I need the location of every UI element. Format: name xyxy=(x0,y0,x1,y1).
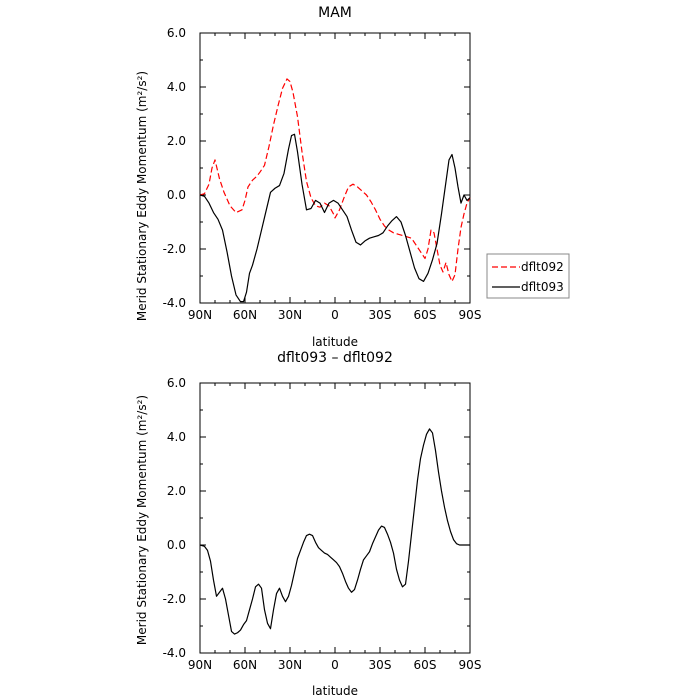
bottom-x-tick-label: 90S xyxy=(459,658,482,672)
top-y-tick-label: -2.0 xyxy=(163,242,186,256)
bottom-y-tick-label: 4.0 xyxy=(167,430,186,444)
top-x-tick-label: 0 xyxy=(331,308,339,322)
bottom-x-tick-label: 30S xyxy=(369,658,392,672)
bottom-y-axis-label: Merid Stationary Eddy Momentum (m²/s²) xyxy=(135,395,149,645)
top-y-axis-label: Merid Stationary Eddy Momentum (m²/s²) xyxy=(135,71,149,321)
bottom-x-tick-label: 30N xyxy=(278,658,302,672)
bottom-x-tick-label: 60N xyxy=(233,658,257,672)
top-x-tick-label: 90N xyxy=(188,308,212,322)
bottom-x-tick-label: 90N xyxy=(188,658,212,672)
top-x-tick-label: 60N xyxy=(233,308,257,322)
bottom-y-tick-label: 2.0 xyxy=(167,484,186,498)
top-panel: MAM 90N 60N 30N 0 30S 60S 90S 6.0 4.0 2.0 0.0 -2.0 -… xyxy=(135,5,570,349)
top-x-axis-label: latitude xyxy=(312,335,358,349)
top-y-tick-label: 4.0 xyxy=(167,80,186,94)
top-x-tick-label: 30S xyxy=(369,308,392,322)
top-panel-title: MAM xyxy=(318,5,352,21)
bottom-y-tick-label: -4.0 xyxy=(163,646,186,660)
legend-box xyxy=(486,253,570,299)
bottom-y-tick-label: 0.0 xyxy=(167,538,186,552)
bottom-panel-title: dflt093 – dflt092 xyxy=(277,350,393,366)
bottom-x-axis-label: latitude xyxy=(312,684,358,698)
top-y-tick-label: -4.0 xyxy=(163,296,186,310)
top-x-tick-label: 30N xyxy=(278,308,302,322)
bottom-y-tick-label: 6.0 xyxy=(167,376,186,390)
top-y-tick-label: 6.0 xyxy=(167,26,186,40)
bottom-panel: dflt093 – dflt092 90N 60N 30N 0 30S 60S 90S 6.0… xyxy=(135,350,481,698)
bottom-x-tick-label: 60S xyxy=(414,658,437,672)
legend: dflt092 dflt093 xyxy=(486,253,570,299)
legend-label-dflt093: dflt093 xyxy=(521,280,564,294)
bottom-y-tick-label: -2.0 xyxy=(163,592,186,606)
bottom-x-tick-label: 0 xyxy=(331,658,339,672)
top-x-tick-label: 90S xyxy=(459,308,482,322)
top-y-tick-label: 0.0 xyxy=(167,188,186,202)
top-x-tick-label: 60S xyxy=(414,308,437,322)
legend-label-dflt092: dflt092 xyxy=(521,260,564,274)
top-series-dflt093 xyxy=(199,133,471,303)
top-y-tick-label: 2.0 xyxy=(167,134,186,148)
bottom-series-line xyxy=(199,428,470,635)
